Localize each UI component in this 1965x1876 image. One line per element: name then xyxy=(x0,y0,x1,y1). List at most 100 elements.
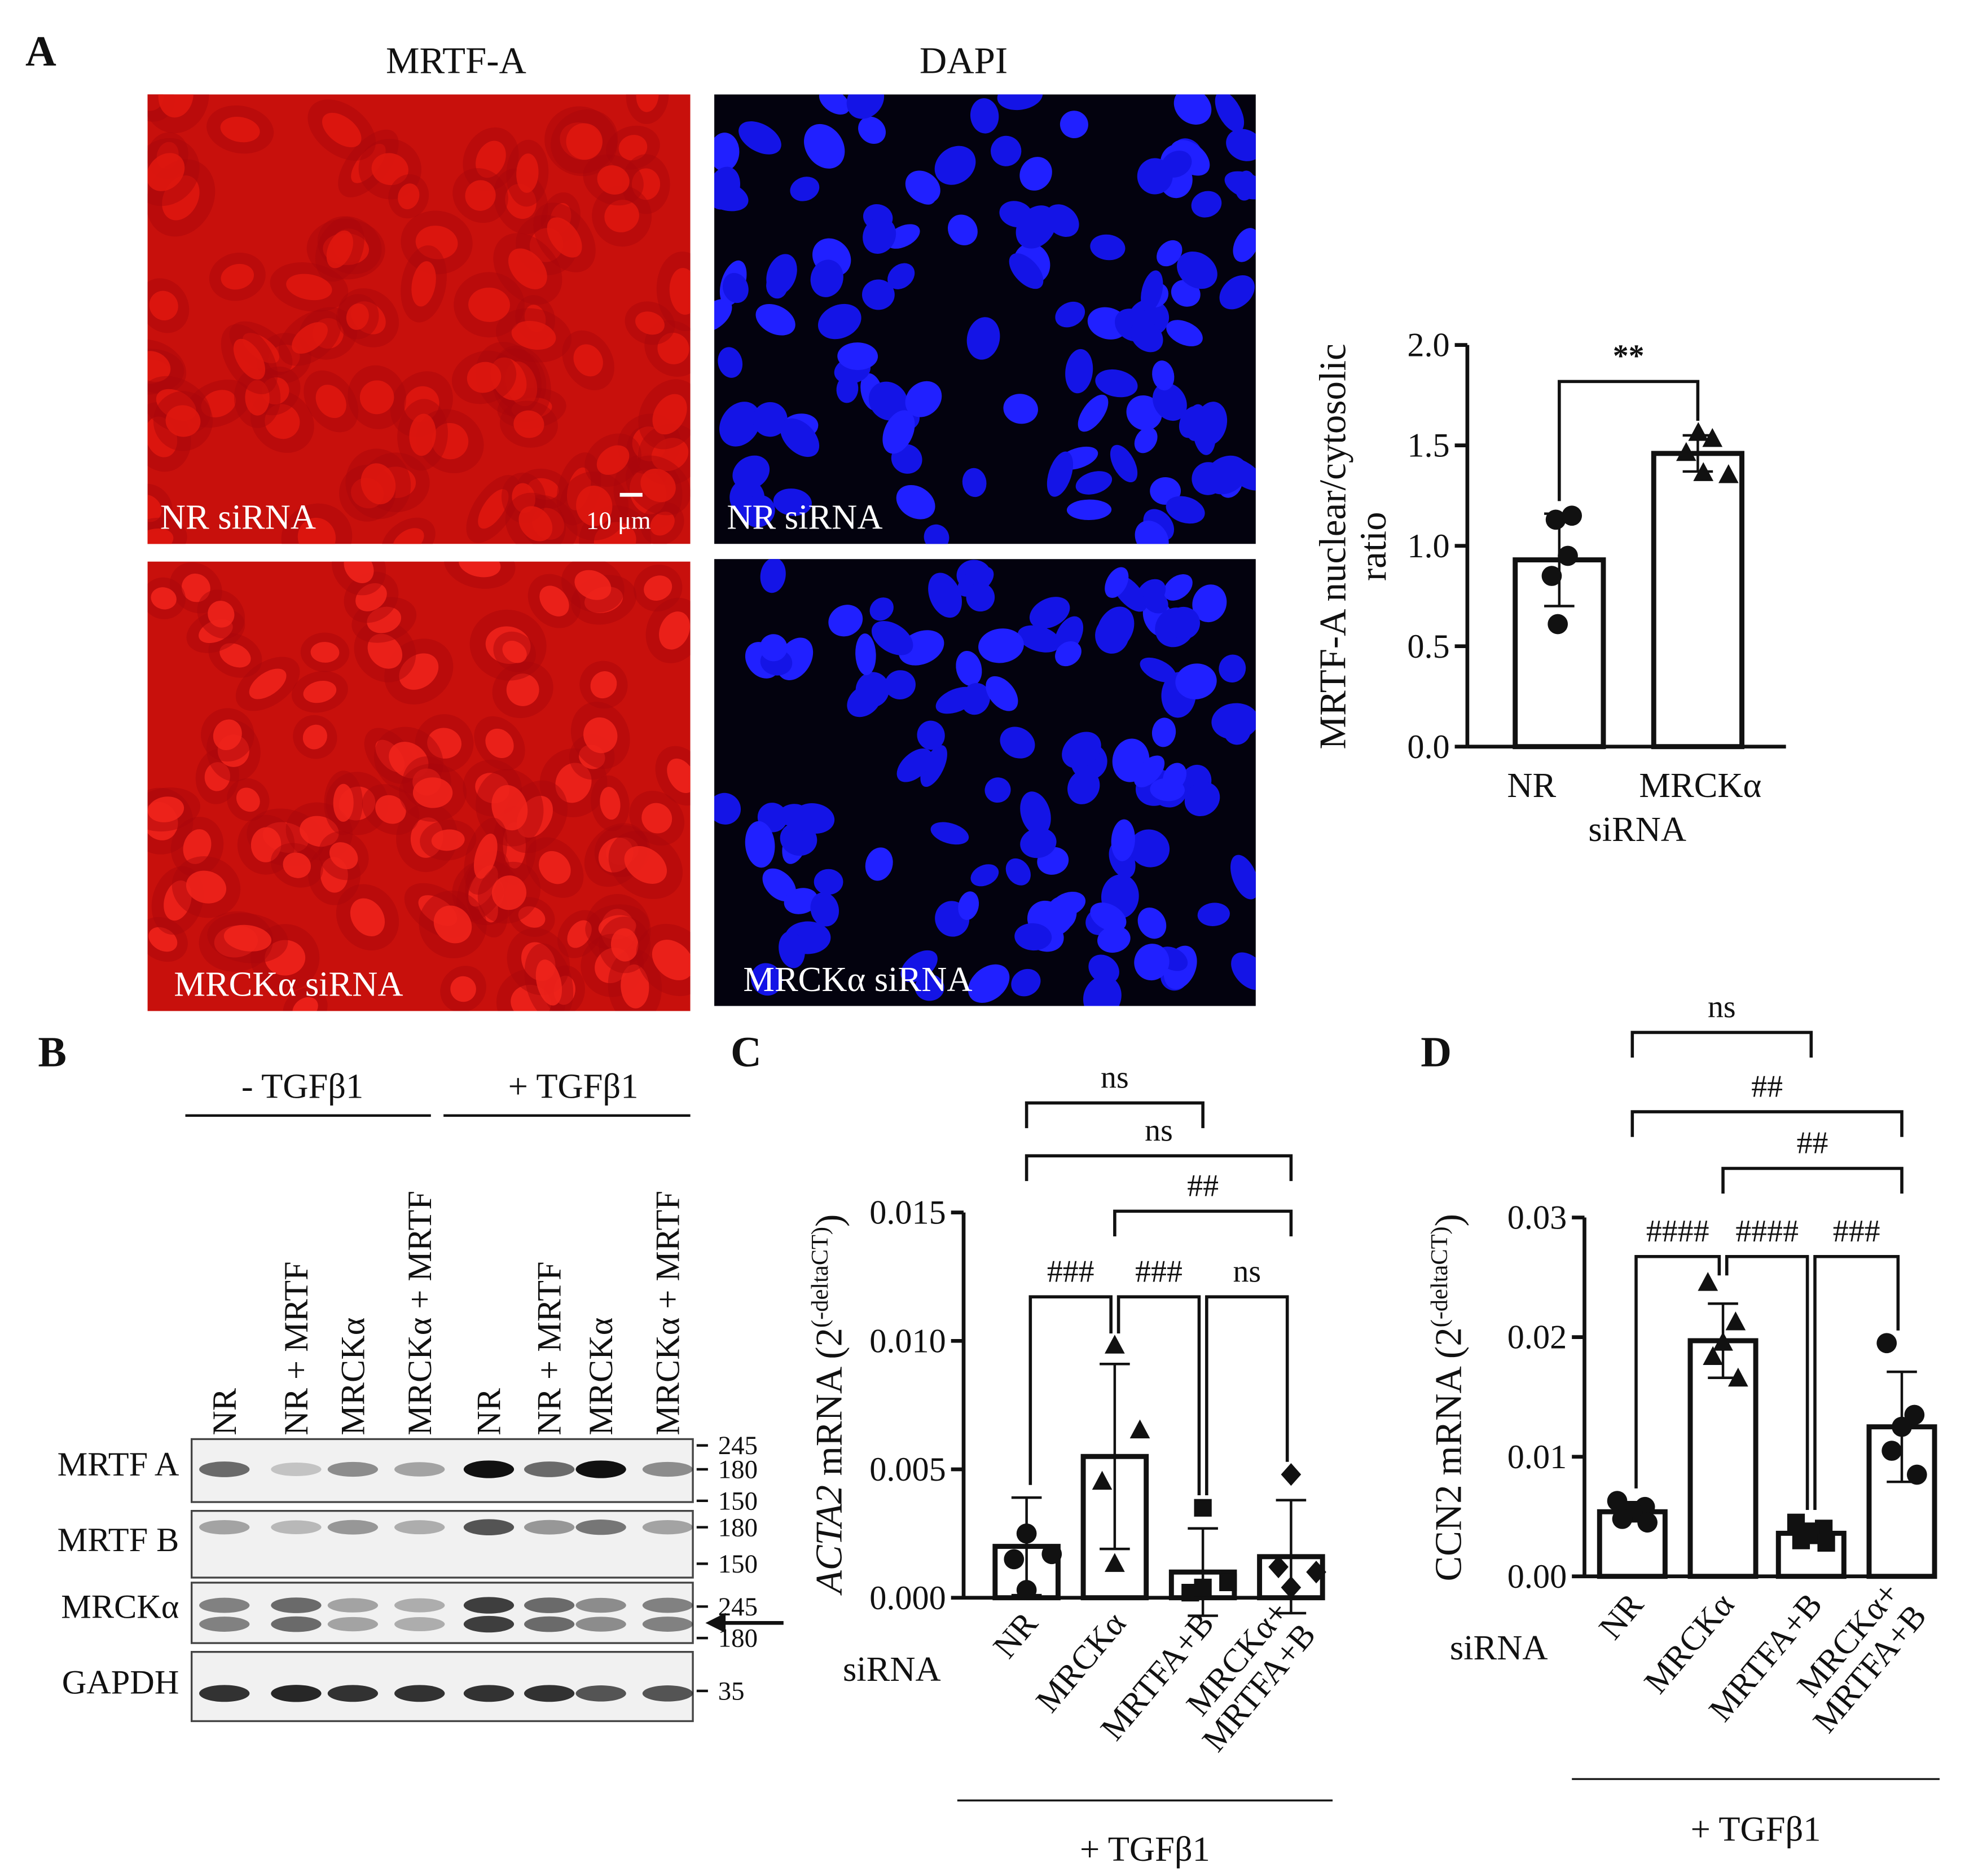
nucleus xyxy=(978,628,1024,663)
nucleus xyxy=(1078,394,1109,432)
nucleus xyxy=(1152,383,1187,421)
nucleus xyxy=(868,381,908,421)
nucleus xyxy=(1110,444,1138,483)
data-point xyxy=(1194,1499,1212,1517)
lane-label: NR + MRTF xyxy=(278,1261,315,1435)
band xyxy=(199,1685,250,1702)
nucleus xyxy=(485,728,514,759)
image-label: MRCKα siRNA xyxy=(743,959,972,999)
y-axis-label: ACTA2 mRNA (2(-deltaCT)) xyxy=(807,1214,850,1596)
nucleus xyxy=(148,927,178,952)
nucleus xyxy=(784,888,819,914)
data-point xyxy=(1727,1367,1748,1387)
blot-row-label: MRTF A xyxy=(58,1446,179,1483)
nucleus xyxy=(459,561,501,578)
nucleus xyxy=(165,405,201,437)
nucleus xyxy=(292,997,318,1011)
y-axis-label: CCN2 mRNA (2(-deltaCT)) xyxy=(1426,1214,1470,1581)
nucleus xyxy=(393,528,424,544)
nucleus xyxy=(773,488,812,516)
nucleus xyxy=(836,375,859,403)
nucleus xyxy=(1016,205,1057,249)
nucleus xyxy=(714,299,732,332)
nucleus xyxy=(970,864,999,887)
nucleus xyxy=(1142,591,1168,614)
nucleus xyxy=(753,402,788,437)
significance-label: ### xyxy=(1833,1214,1880,1249)
y-axis-label-close: ) xyxy=(1428,1214,1470,1226)
nucleus xyxy=(302,724,327,750)
nucleus xyxy=(1055,641,1082,667)
band xyxy=(575,1460,626,1478)
y-tick-label: 0.5 xyxy=(1407,628,1449,666)
nucleus xyxy=(351,143,386,183)
nucleus xyxy=(468,865,498,907)
nucleus xyxy=(917,720,945,750)
band xyxy=(271,1616,322,1632)
nucleus xyxy=(652,940,691,980)
micrograph xyxy=(714,559,1256,1006)
nucleus xyxy=(846,94,885,119)
nucleus xyxy=(991,135,1022,166)
nucleus xyxy=(158,94,194,118)
data-point xyxy=(1558,545,1578,566)
nucleus xyxy=(1019,157,1052,191)
nucleus xyxy=(573,344,603,377)
y-tick-label: 0.010 xyxy=(869,1322,946,1360)
significance-bracket xyxy=(1630,1110,1904,1137)
nucleus xyxy=(398,183,420,209)
nucleus xyxy=(900,950,938,983)
nucleus xyxy=(819,94,850,115)
data-point xyxy=(1725,1311,1746,1331)
nucleus xyxy=(600,787,621,820)
nucleus xyxy=(610,928,639,962)
nucleus xyxy=(164,880,192,921)
nucleus xyxy=(1135,521,1169,544)
nucleus xyxy=(1167,606,1201,640)
arrow-head xyxy=(705,1613,726,1633)
nucleus xyxy=(997,94,1043,111)
nucleus xyxy=(527,478,559,500)
nucleus xyxy=(181,573,210,602)
nucleus xyxy=(905,170,940,204)
data-point xyxy=(1702,428,1723,447)
nucleus xyxy=(1233,228,1256,262)
column-title: MRTF-A xyxy=(386,39,526,81)
micrograph xyxy=(147,561,691,1011)
data-point xyxy=(1906,1464,1927,1485)
nucleus xyxy=(966,317,1000,360)
nucleus xyxy=(399,653,439,690)
nucleus xyxy=(718,347,743,378)
x-tick-label: NR xyxy=(986,1605,1046,1666)
nucleus xyxy=(1226,129,1256,161)
data-point xyxy=(1817,1534,1835,1552)
nucleus xyxy=(245,380,270,416)
nucleus xyxy=(243,333,279,364)
nucleus xyxy=(1126,395,1162,430)
nucleus xyxy=(1088,954,1119,984)
nucleus xyxy=(361,463,396,505)
nucleus xyxy=(1166,320,1203,346)
nucleus xyxy=(326,230,353,268)
significance-bracket xyxy=(1725,1254,1809,1510)
nucleus xyxy=(333,783,354,822)
significance-label: ns xyxy=(1145,1113,1173,1148)
nucleus xyxy=(1105,567,1129,598)
band xyxy=(394,1617,445,1632)
nucleus xyxy=(310,642,340,663)
nucleus xyxy=(742,495,775,527)
data-point xyxy=(1693,462,1714,481)
nucleus xyxy=(885,670,916,699)
nucleus xyxy=(375,795,406,824)
nucleus xyxy=(149,290,178,321)
kda-label: 180 xyxy=(718,1513,758,1542)
band xyxy=(524,1685,575,1702)
nucleus xyxy=(837,342,878,370)
nucleus xyxy=(779,931,805,968)
significance-label: #### xyxy=(1646,1214,1709,1249)
y-axis-label-unit: mRNA (2 xyxy=(1428,1327,1470,1485)
band xyxy=(575,1617,626,1632)
lane-label: NR xyxy=(471,1388,508,1435)
nucleus xyxy=(286,274,332,301)
band xyxy=(199,1461,250,1477)
